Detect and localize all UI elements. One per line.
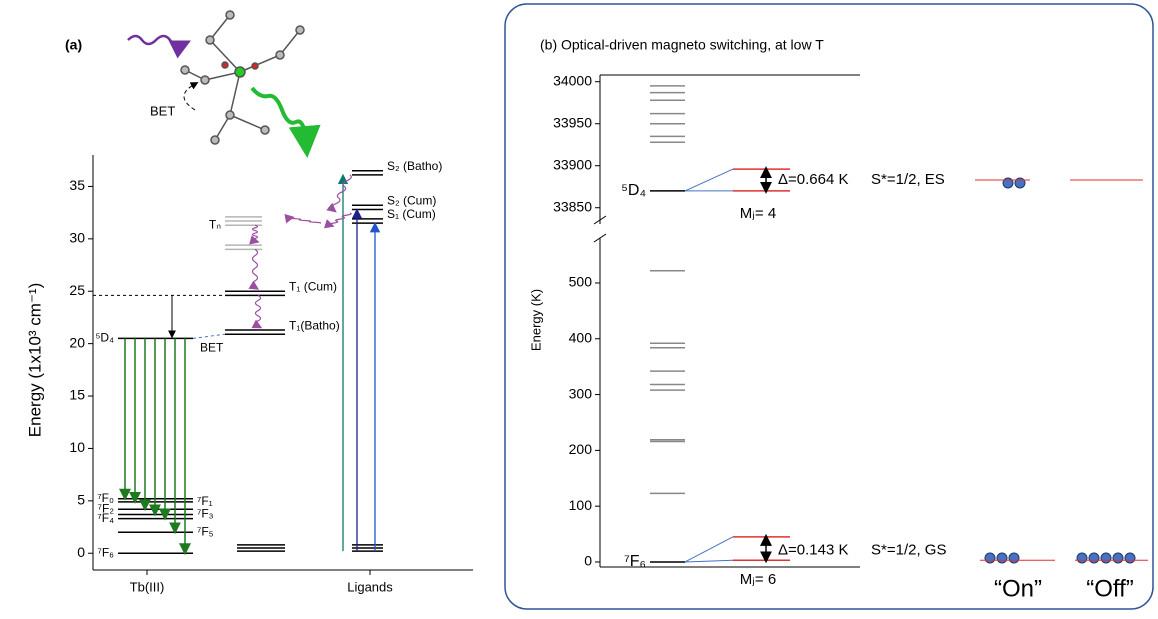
y-axis-label: Energy (K) bbox=[528, 289, 543, 351]
excitation-arrow bbox=[128, 36, 182, 46]
y-tick-label: 100 bbox=[569, 497, 593, 513]
bet-label: BET bbox=[200, 341, 224, 355]
y-tick-label: 10 bbox=[69, 439, 85, 455]
y-tick-label: 500 bbox=[569, 274, 593, 290]
annotation: Δ=0.143 K bbox=[778, 541, 849, 558]
level-label: S₂ (Cum) bbox=[387, 194, 436, 208]
y-tick-label: 34000 bbox=[553, 72, 592, 88]
panel-title: (a) bbox=[65, 37, 82, 53]
annotation: “On” bbox=[994, 575, 1042, 602]
y-tick-label: 33950 bbox=[553, 114, 592, 130]
y-tick-label: 200 bbox=[569, 441, 593, 457]
annotation: “Off” bbox=[1086, 575, 1134, 602]
panel-frame bbox=[505, 4, 1153, 609]
split-line bbox=[685, 560, 733, 562]
x-tick-label: Ligands bbox=[347, 579, 393, 594]
annotation: S*=1/2, GS bbox=[871, 541, 946, 558]
y-tick-label: 25 bbox=[69, 282, 85, 298]
level-label: S₂ (Batho) bbox=[387, 159, 442, 173]
level-label: S₁ (Cum) bbox=[387, 207, 436, 221]
level-label: ⁷F₆ bbox=[97, 545, 114, 559]
level-label: ⁵D₄ bbox=[621, 182, 646, 199]
relaxation-arrow bbox=[289, 218, 320, 223]
bet-label: BET bbox=[150, 103, 175, 118]
relaxation-arrow bbox=[329, 213, 351, 225]
annotation: S*=1/2, ES bbox=[871, 171, 945, 188]
x-tick-label: Tb(III) bbox=[130, 579, 165, 594]
y-tick-label: 400 bbox=[569, 329, 593, 345]
panel-title: (b) Optical-driven magneto switching, at… bbox=[540, 37, 824, 53]
spin-dots bbox=[985, 178, 1135, 563]
y-tick-label: 300 bbox=[569, 385, 593, 401]
y-tick-label: 5 bbox=[77, 492, 85, 508]
annotation: Δ=0.664 K bbox=[778, 171, 849, 188]
bet-line bbox=[193, 334, 225, 338]
level-label: ⁷F₅ bbox=[197, 524, 214, 538]
annotation: Mⱼ= 4 bbox=[740, 205, 776, 222]
level-label: T₁(Batho) bbox=[289, 318, 340, 332]
y-tick-label: 30 bbox=[69, 230, 85, 246]
level-label: ⁷F₃ bbox=[197, 507, 214, 521]
molecule bbox=[181, 11, 304, 144]
bet-arrow bbox=[184, 84, 195, 110]
y-tick-label: 33900 bbox=[553, 156, 592, 172]
relaxation-arrow bbox=[256, 295, 261, 326]
y-tick-label: 15 bbox=[69, 387, 85, 403]
level-label: ⁵D₄ bbox=[95, 331, 114, 345]
relaxation-arrow bbox=[332, 175, 352, 210]
relaxation-arrow bbox=[253, 225, 258, 241]
y-tick-label: 20 bbox=[69, 334, 85, 350]
y-tick-label: 0 bbox=[584, 553, 592, 569]
split-line bbox=[685, 169, 733, 191]
level-label: T₁ (Cum) bbox=[289, 280, 337, 294]
y-tick-label: 0 bbox=[77, 544, 85, 560]
level-label: ⁷F₆ bbox=[624, 553, 646, 570]
figure: BET (a) (b) Optical-driven magneto switc… bbox=[0, 0, 1158, 614]
y-tick-label: 33850 bbox=[553, 198, 592, 214]
y-tick-label: 35 bbox=[69, 177, 85, 193]
split-line bbox=[685, 537, 733, 562]
level-label: ⁷F₄ bbox=[97, 511, 114, 525]
emission-arrow bbox=[252, 88, 306, 142]
annotation: Mⱼ= 6 bbox=[740, 571, 776, 588]
relaxation-arrow bbox=[253, 249, 258, 287]
level-label: Tₙ bbox=[209, 218, 221, 232]
y-axis-label: Energy (1x10³ cm⁻¹) bbox=[25, 283, 44, 437]
